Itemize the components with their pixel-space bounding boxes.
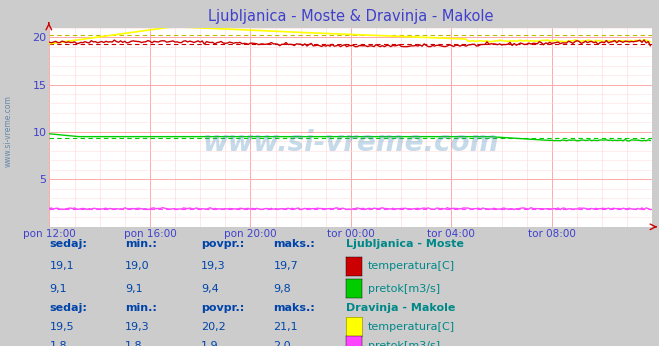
Text: 9,4: 9,4 bbox=[201, 284, 219, 294]
Text: 2,0: 2,0 bbox=[273, 341, 291, 346]
Text: 19,5: 19,5 bbox=[49, 322, 74, 332]
Text: www.si-vreme.com: www.si-vreme.com bbox=[203, 129, 499, 157]
Text: 1,8: 1,8 bbox=[49, 341, 67, 346]
Text: www.si-vreme.com: www.si-vreme.com bbox=[3, 95, 13, 167]
Text: povpr.:: povpr.: bbox=[201, 303, 244, 313]
Text: pretok[m3/s]: pretok[m3/s] bbox=[368, 284, 440, 294]
Text: sedaj:: sedaj: bbox=[49, 239, 87, 249]
Text: 9,1: 9,1 bbox=[49, 284, 67, 294]
Title: Ljubljanica - Moste & Dravinja - Makole: Ljubljanica - Moste & Dravinja - Makole bbox=[208, 9, 494, 24]
Text: 20,2: 20,2 bbox=[201, 322, 226, 332]
Text: 9,8: 9,8 bbox=[273, 284, 291, 294]
Text: pretok[m3/s]: pretok[m3/s] bbox=[368, 341, 440, 346]
Text: 19,0: 19,0 bbox=[125, 262, 150, 271]
Text: sedaj:: sedaj: bbox=[49, 303, 87, 313]
Text: 19,7: 19,7 bbox=[273, 262, 299, 271]
Text: 19,3: 19,3 bbox=[201, 262, 225, 271]
Text: 9,1: 9,1 bbox=[125, 284, 143, 294]
Text: temperatura[C]: temperatura[C] bbox=[368, 262, 455, 271]
Text: Ljubljanica - Moste: Ljubljanica - Moste bbox=[346, 239, 464, 249]
Text: temperatura[C]: temperatura[C] bbox=[368, 322, 455, 332]
Text: maks.:: maks.: bbox=[273, 303, 315, 313]
Text: 1,9: 1,9 bbox=[201, 341, 219, 346]
Text: 21,1: 21,1 bbox=[273, 322, 298, 332]
Text: povpr.:: povpr.: bbox=[201, 239, 244, 249]
Text: min.:: min.: bbox=[125, 303, 157, 313]
Text: 19,3: 19,3 bbox=[125, 322, 150, 332]
Text: 1,8: 1,8 bbox=[125, 341, 143, 346]
Text: min.:: min.: bbox=[125, 239, 157, 249]
Text: maks.:: maks.: bbox=[273, 239, 315, 249]
Text: Dravinja - Makole: Dravinja - Makole bbox=[346, 303, 455, 313]
Text: 19,1: 19,1 bbox=[49, 262, 74, 271]
